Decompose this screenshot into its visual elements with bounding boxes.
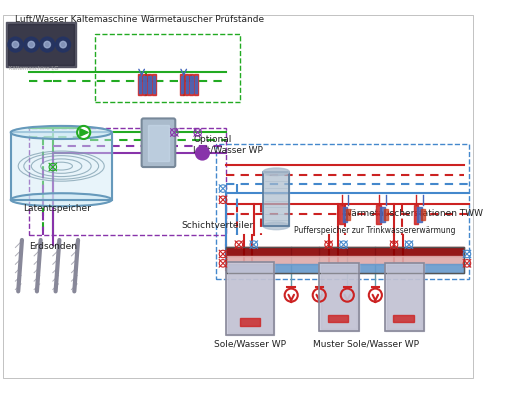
- Bar: [194, 76, 197, 93]
- Bar: [413, 206, 418, 224]
- Bar: [420, 209, 424, 220]
- Ellipse shape: [11, 126, 112, 139]
- Bar: [386, 265, 421, 329]
- Ellipse shape: [11, 193, 112, 206]
- Bar: [379, 207, 384, 222]
- Bar: [225, 246, 463, 256]
- Bar: [193, 75, 197, 95]
- Circle shape: [8, 37, 23, 52]
- Bar: [189, 75, 193, 95]
- Circle shape: [12, 41, 19, 48]
- Bar: [153, 76, 155, 93]
- Bar: [327, 315, 347, 322]
- Circle shape: [77, 126, 90, 139]
- Bar: [376, 206, 380, 224]
- Bar: [185, 76, 187, 93]
- Text: Wärmetauscherstationen TWW: Wärmetauscherstationen TWW: [342, 209, 482, 218]
- Circle shape: [39, 37, 55, 52]
- Polygon shape: [80, 129, 88, 136]
- Bar: [225, 263, 274, 335]
- Bar: [346, 209, 349, 220]
- Bar: [225, 256, 463, 264]
- Text: Latentspeicher: Latentspeicher: [24, 204, 91, 213]
- Bar: [11, 132, 112, 200]
- Text: Sole/Wasser WP: Sole/Wasser WP: [214, 339, 285, 348]
- Bar: [148, 76, 150, 93]
- Bar: [319, 263, 358, 331]
- Circle shape: [28, 41, 34, 48]
- Bar: [384, 263, 423, 331]
- Bar: [319, 263, 358, 331]
- Text: Muster Sole/Wasser WP: Muster Sole/Wasser WP: [313, 339, 418, 348]
- Bar: [190, 76, 192, 93]
- Bar: [239, 318, 260, 326]
- Text: Schichtverteiler: Schichtverteiler: [181, 221, 254, 230]
- Bar: [227, 264, 272, 334]
- Bar: [152, 75, 156, 95]
- Circle shape: [44, 41, 50, 48]
- Bar: [142, 75, 146, 95]
- Circle shape: [195, 147, 209, 160]
- Bar: [263, 172, 289, 226]
- Bar: [180, 76, 183, 93]
- Bar: [138, 76, 141, 93]
- Circle shape: [60, 41, 66, 48]
- Bar: [383, 209, 387, 220]
- Text: Luft/Wasser Kältemaschine: Luft/Wasser Kältemaschine: [15, 15, 137, 24]
- FancyBboxPatch shape: [141, 118, 175, 167]
- Bar: [225, 246, 463, 273]
- Bar: [384, 263, 423, 331]
- Bar: [184, 75, 188, 95]
- Bar: [392, 315, 413, 322]
- Bar: [263, 172, 289, 226]
- Ellipse shape: [263, 222, 289, 230]
- Circle shape: [56, 37, 70, 52]
- Text: Kältemaschine LG: Kältemaschine LG: [9, 66, 59, 71]
- Text: Optional
Luft/Wasser WP: Optional Luft/Wasser WP: [193, 135, 263, 154]
- Text: Pufferspeicher zur Trinkwassererwärmung: Pufferspeicher zur Trinkwassererwärmung: [293, 226, 454, 235]
- Bar: [137, 75, 141, 95]
- Bar: [8, 24, 74, 65]
- Text: Wärmetauscher Prüfstände: Wärmetauscher Prüfstände: [140, 15, 264, 24]
- Bar: [338, 206, 343, 224]
- Bar: [180, 75, 183, 95]
- Bar: [321, 265, 356, 329]
- Circle shape: [24, 37, 39, 52]
- Bar: [342, 207, 346, 222]
- Bar: [148, 125, 168, 160]
- Text: Erdsonden: Erdsonden: [29, 242, 77, 251]
- Ellipse shape: [263, 168, 289, 175]
- Bar: [6, 22, 76, 67]
- Bar: [216, 144, 468, 279]
- Bar: [225, 264, 463, 273]
- Bar: [417, 207, 421, 222]
- Bar: [143, 76, 145, 93]
- Bar: [225, 263, 274, 335]
- Bar: [95, 34, 239, 102]
- Bar: [29, 128, 225, 235]
- Bar: [147, 75, 150, 95]
- Bar: [11, 132, 112, 200]
